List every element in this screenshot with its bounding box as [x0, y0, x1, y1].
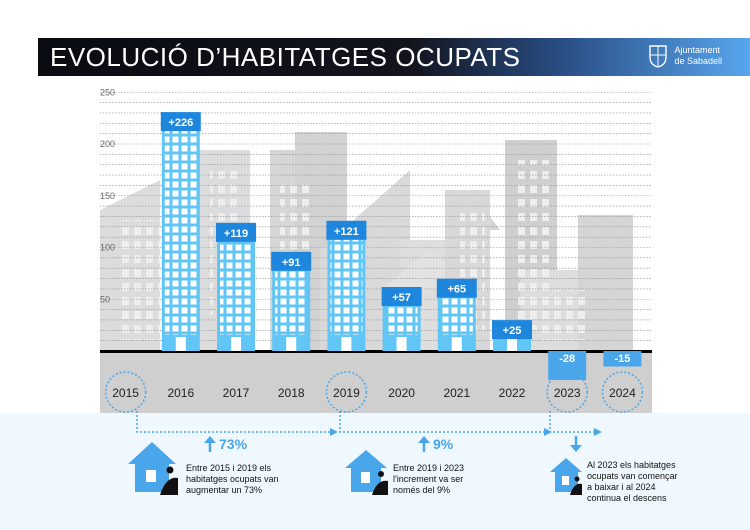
bar-value-label: +121	[334, 226, 359, 238]
bar-value-box	[436, 278, 477, 298]
bar-chart: 50 100 150 200 250 +226 +119 +91 +121 +57 +65 +25 -…	[100, 87, 652, 413]
x-tick-label: 2023	[554, 386, 581, 400]
x-tick-label: 2020	[388, 386, 415, 400]
bar-value-label: +91	[282, 257, 301, 269]
bar-value-label: -15	[614, 353, 630, 365]
y-tick-label: 250	[100, 87, 115, 97]
bar-door	[396, 337, 407, 351]
x-tick-label: 2017	[223, 386, 250, 400]
bar-door	[286, 337, 297, 351]
annotation-line: l'increment va ser	[393, 474, 464, 484]
annotation-line: Entre 2015 i 2019 els	[186, 463, 272, 473]
bar	[603, 351, 642, 367]
bar-value-box	[271, 251, 312, 271]
x-tick-label: 2016	[167, 386, 194, 400]
year-highlight-circle	[325, 371, 368, 413]
year-highlight-circle	[104, 371, 147, 413]
bar	[548, 351, 587, 380]
bar-value-box	[160, 112, 201, 132]
annotation-line: habitatges ocupats van	[186, 474, 279, 484]
bar-value-box	[216, 222, 256, 242]
city-logo: Ajuntament de Sabadell	[648, 44, 722, 68]
pct-2015-2019: 73%	[219, 436, 248, 452]
bar-windows	[330, 239, 363, 335]
bars: +226 +119 +91 +121 +57 +65 +25 -28 -15	[160, 112, 642, 380]
x-tick-label: 2019	[333, 386, 360, 400]
bar-value-label: +57	[392, 292, 411, 304]
bar-windows	[275, 270, 308, 335]
y-axis-ticks: 50 100 150 200 250	[100, 87, 115, 304]
annotation-line: a baixar i al 2024	[587, 482, 656, 492]
year-highlight-circle	[601, 371, 644, 413]
bar-value-box	[326, 220, 367, 240]
annotation-line: ocupats van començar	[587, 471, 678, 481]
bar-value-label: +65	[447, 284, 466, 296]
bar-windows	[440, 297, 473, 335]
year-highlight-circle	[546, 371, 588, 413]
logo-line-1: Ajuntament	[674, 45, 720, 55]
bar-value-label: +25	[503, 325, 522, 337]
annotation-line: continua el descens	[587, 493, 667, 503]
annotation-2015-2019: Entre 2015 i 2019 els habitatges ocupats…	[186, 463, 279, 496]
annotation-line: només del 9%	[393, 485, 451, 495]
annotation-2019-2023: Entre 2019 i 2023 l'increment va ser nom…	[393, 463, 464, 496]
x-axis-labels: 2015 2016 2017 2018 2019 2020 2021 2022 2023 2024	[104, 371, 644, 413]
bar-value-box	[492, 320, 532, 340]
logo-line-2: de Sabadell	[674, 56, 722, 66]
bar-windows	[220, 241, 252, 335]
bar-value-label: +226	[168, 117, 193, 129]
x-tick-label: 2018	[278, 386, 305, 400]
y-tick-label: 50	[100, 294, 110, 304]
header-banner: EVOLUCIÓ D’HABITATGES OCUPATS Ajuntament…	[38, 38, 750, 76]
bar-door	[451, 337, 462, 351]
bar-door	[341, 337, 352, 351]
annotation-line: Entre 2019 i 2023	[393, 463, 465, 473]
annotation-line: Al 2023 els habitatges	[587, 460, 676, 470]
bar-windows	[385, 306, 418, 335]
y-tick-label: 150	[100, 191, 115, 201]
y-tick-label: 100	[100, 243, 115, 253]
bar-door	[231, 337, 241, 351]
bar-value-box	[381, 287, 422, 307]
x-tick-label: 2021	[443, 386, 470, 400]
annotation-line: augmentar un 73%	[186, 485, 263, 495]
pct-2019-2023: 9%	[433, 436, 454, 452]
bar-value-label: +119	[224, 228, 248, 240]
x-tick-label: 2024	[609, 386, 636, 400]
bar-value-label: -28	[559, 353, 575, 365]
x-tick-label: 2022	[499, 386, 526, 400]
chart-gridlines	[100, 91, 652, 341]
y-tick-label: 200	[100, 139, 115, 149]
page-title: EVOLUCIÓ D’HABITATGES OCUPATS	[50, 42, 521, 72]
coat-of-arms-icon	[649, 45, 668, 68]
x-tick-label: 2015	[112, 386, 139, 400]
annotation-2023-2024: Al 2023 els habitatges ocupats van comen…	[587, 460, 678, 504]
bar-door	[507, 337, 517, 351]
bar-door	[175, 337, 186, 351]
bar-windows	[164, 131, 197, 335]
